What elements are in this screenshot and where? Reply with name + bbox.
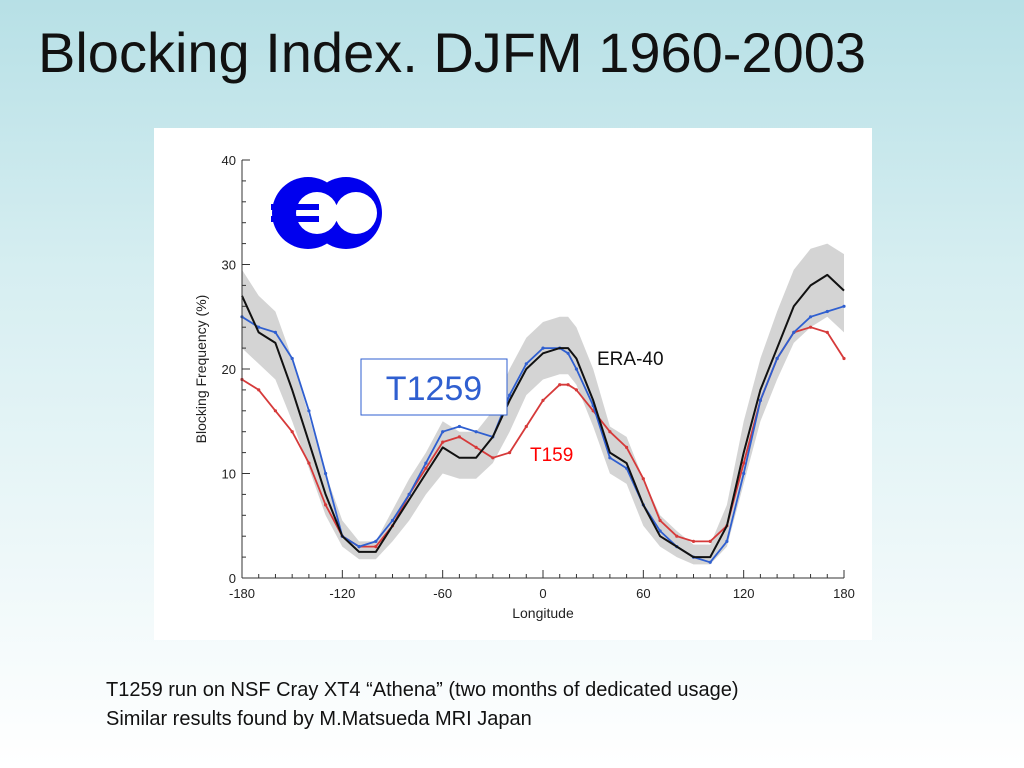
data-point-t1259	[825, 309, 829, 314]
data-point-t159	[290, 430, 294, 434]
data-point-t159	[566, 383, 570, 387]
caption-line-1: T1259 run on NSF Cray XT4 “Athena” (two …	[106, 679, 739, 701]
x-tick-label: -60	[433, 586, 452, 601]
x-tick-label: 60	[636, 586, 650, 601]
ecmwf-logo	[271, 177, 395, 249]
data-point-t1259	[566, 351, 570, 355]
data-point-t1259	[508, 393, 512, 397]
data-point-t159	[541, 398, 545, 402]
data-point-t1259	[474, 430, 478, 434]
data-point-t159	[307, 461, 311, 465]
x-tick-label: -180	[229, 586, 255, 601]
y-tick-label: 20	[222, 362, 236, 377]
data-point-t1259	[524, 362, 528, 366]
chart-figure: -180 -120 -60 0 60 120 180 0 10 20 30 40 Longitude Bl…	[154, 128, 872, 640]
data-point-t1259	[374, 539, 378, 543]
era40-annotation-label: ERA-40	[597, 349, 664, 370]
data-point-t159	[608, 430, 612, 434]
data-point-t1259	[658, 529, 662, 533]
data-point-t1259	[407, 492, 411, 496]
data-point-t1259	[257, 325, 261, 329]
data-point-t1259	[457, 424, 461, 429]
data-point-t1259	[357, 545, 361, 549]
data-point-t159	[558, 383, 562, 387]
data-point-t1259	[792, 330, 796, 334]
t1259-annotation-box	[360, 358, 508, 416]
data-point-t159	[742, 461, 746, 465]
slide-title: Blocking Index. DJFM 1960-2003	[38, 21, 866, 84]
x-tick-label: 180	[833, 586, 855, 601]
y-axis-label: Blocking Frequency (%)	[193, 295, 209, 444]
data-point-t1259	[758, 398, 763, 402]
data-point-t159	[257, 388, 261, 392]
data-point-t159	[324, 503, 328, 507]
data-point-t159	[842, 356, 846, 361]
data-point-t1259	[307, 409, 311, 413]
data-point-t159	[825, 330, 829, 334]
y-tick-label: 30	[222, 258, 236, 273]
data-point-t159	[675, 534, 679, 538]
data-point-t159	[809, 325, 813, 329]
data-point-t159	[474, 445, 478, 449]
x-tick-label: 120	[733, 586, 755, 601]
data-point-t1259	[809, 315, 813, 319]
data-point-t1259	[273, 330, 277, 334]
blocking-index-chart: -180 -120 -60 0 60 120 180 0 10 20 30 40 Longitude Bl…	[193, 153, 855, 621]
data-point-t1259	[290, 356, 294, 361]
x-axis-label: Longitude	[512, 605, 574, 621]
data-point-t1259	[541, 346, 545, 350]
data-point-t159	[457, 435, 461, 439]
data-point-t159	[508, 451, 512, 455]
data-point-t159	[524, 424, 528, 429]
t159-annotation-label: T159	[530, 445, 573, 466]
data-point-t1259	[608, 456, 612, 460]
data-point-t1259	[324, 471, 328, 476]
caption: T1259 run on NSF Cray XT4 “Athena” (two …	[106, 676, 739, 734]
data-point-t159	[424, 466, 428, 470]
data-point-t1259	[424, 461, 428, 465]
data-point-t1259	[441, 430, 445, 434]
y-tick-label: 0	[229, 571, 236, 586]
y-tick-label: 40	[222, 153, 236, 168]
data-point-t159	[491, 456, 495, 460]
data-point-t159	[708, 539, 712, 543]
t1259-annotation-label: T1259	[386, 370, 482, 408]
data-point-t1259	[390, 518, 395, 523]
data-point-t159	[374, 545, 378, 549]
data-point-t1259	[742, 471, 746, 476]
data-point-t159	[273, 409, 277, 413]
data-point-t1259	[725, 539, 729, 543]
data-point-t159	[658, 518, 662, 523]
data-point-t1259	[775, 356, 779, 361]
data-point-t159	[691, 539, 696, 543]
data-point-t1259	[574, 367, 578, 371]
data-point-t1259	[708, 560, 712, 564]
data-point-t159	[625, 445, 629, 449]
x-tick-label: 0	[539, 586, 546, 601]
data-point-t159	[574, 388, 578, 392]
data-point-t1259	[842, 304, 846, 308]
y-tick-label: 10	[222, 467, 236, 482]
series-line-era40	[241, 273, 845, 559]
data-point-t159	[441, 440, 445, 444]
caption-line-2: Similar results found by M.Matsueda MRI …	[106, 708, 532, 730]
data-point-t159	[641, 477, 645, 481]
x-tick-label: -120	[329, 586, 355, 601]
